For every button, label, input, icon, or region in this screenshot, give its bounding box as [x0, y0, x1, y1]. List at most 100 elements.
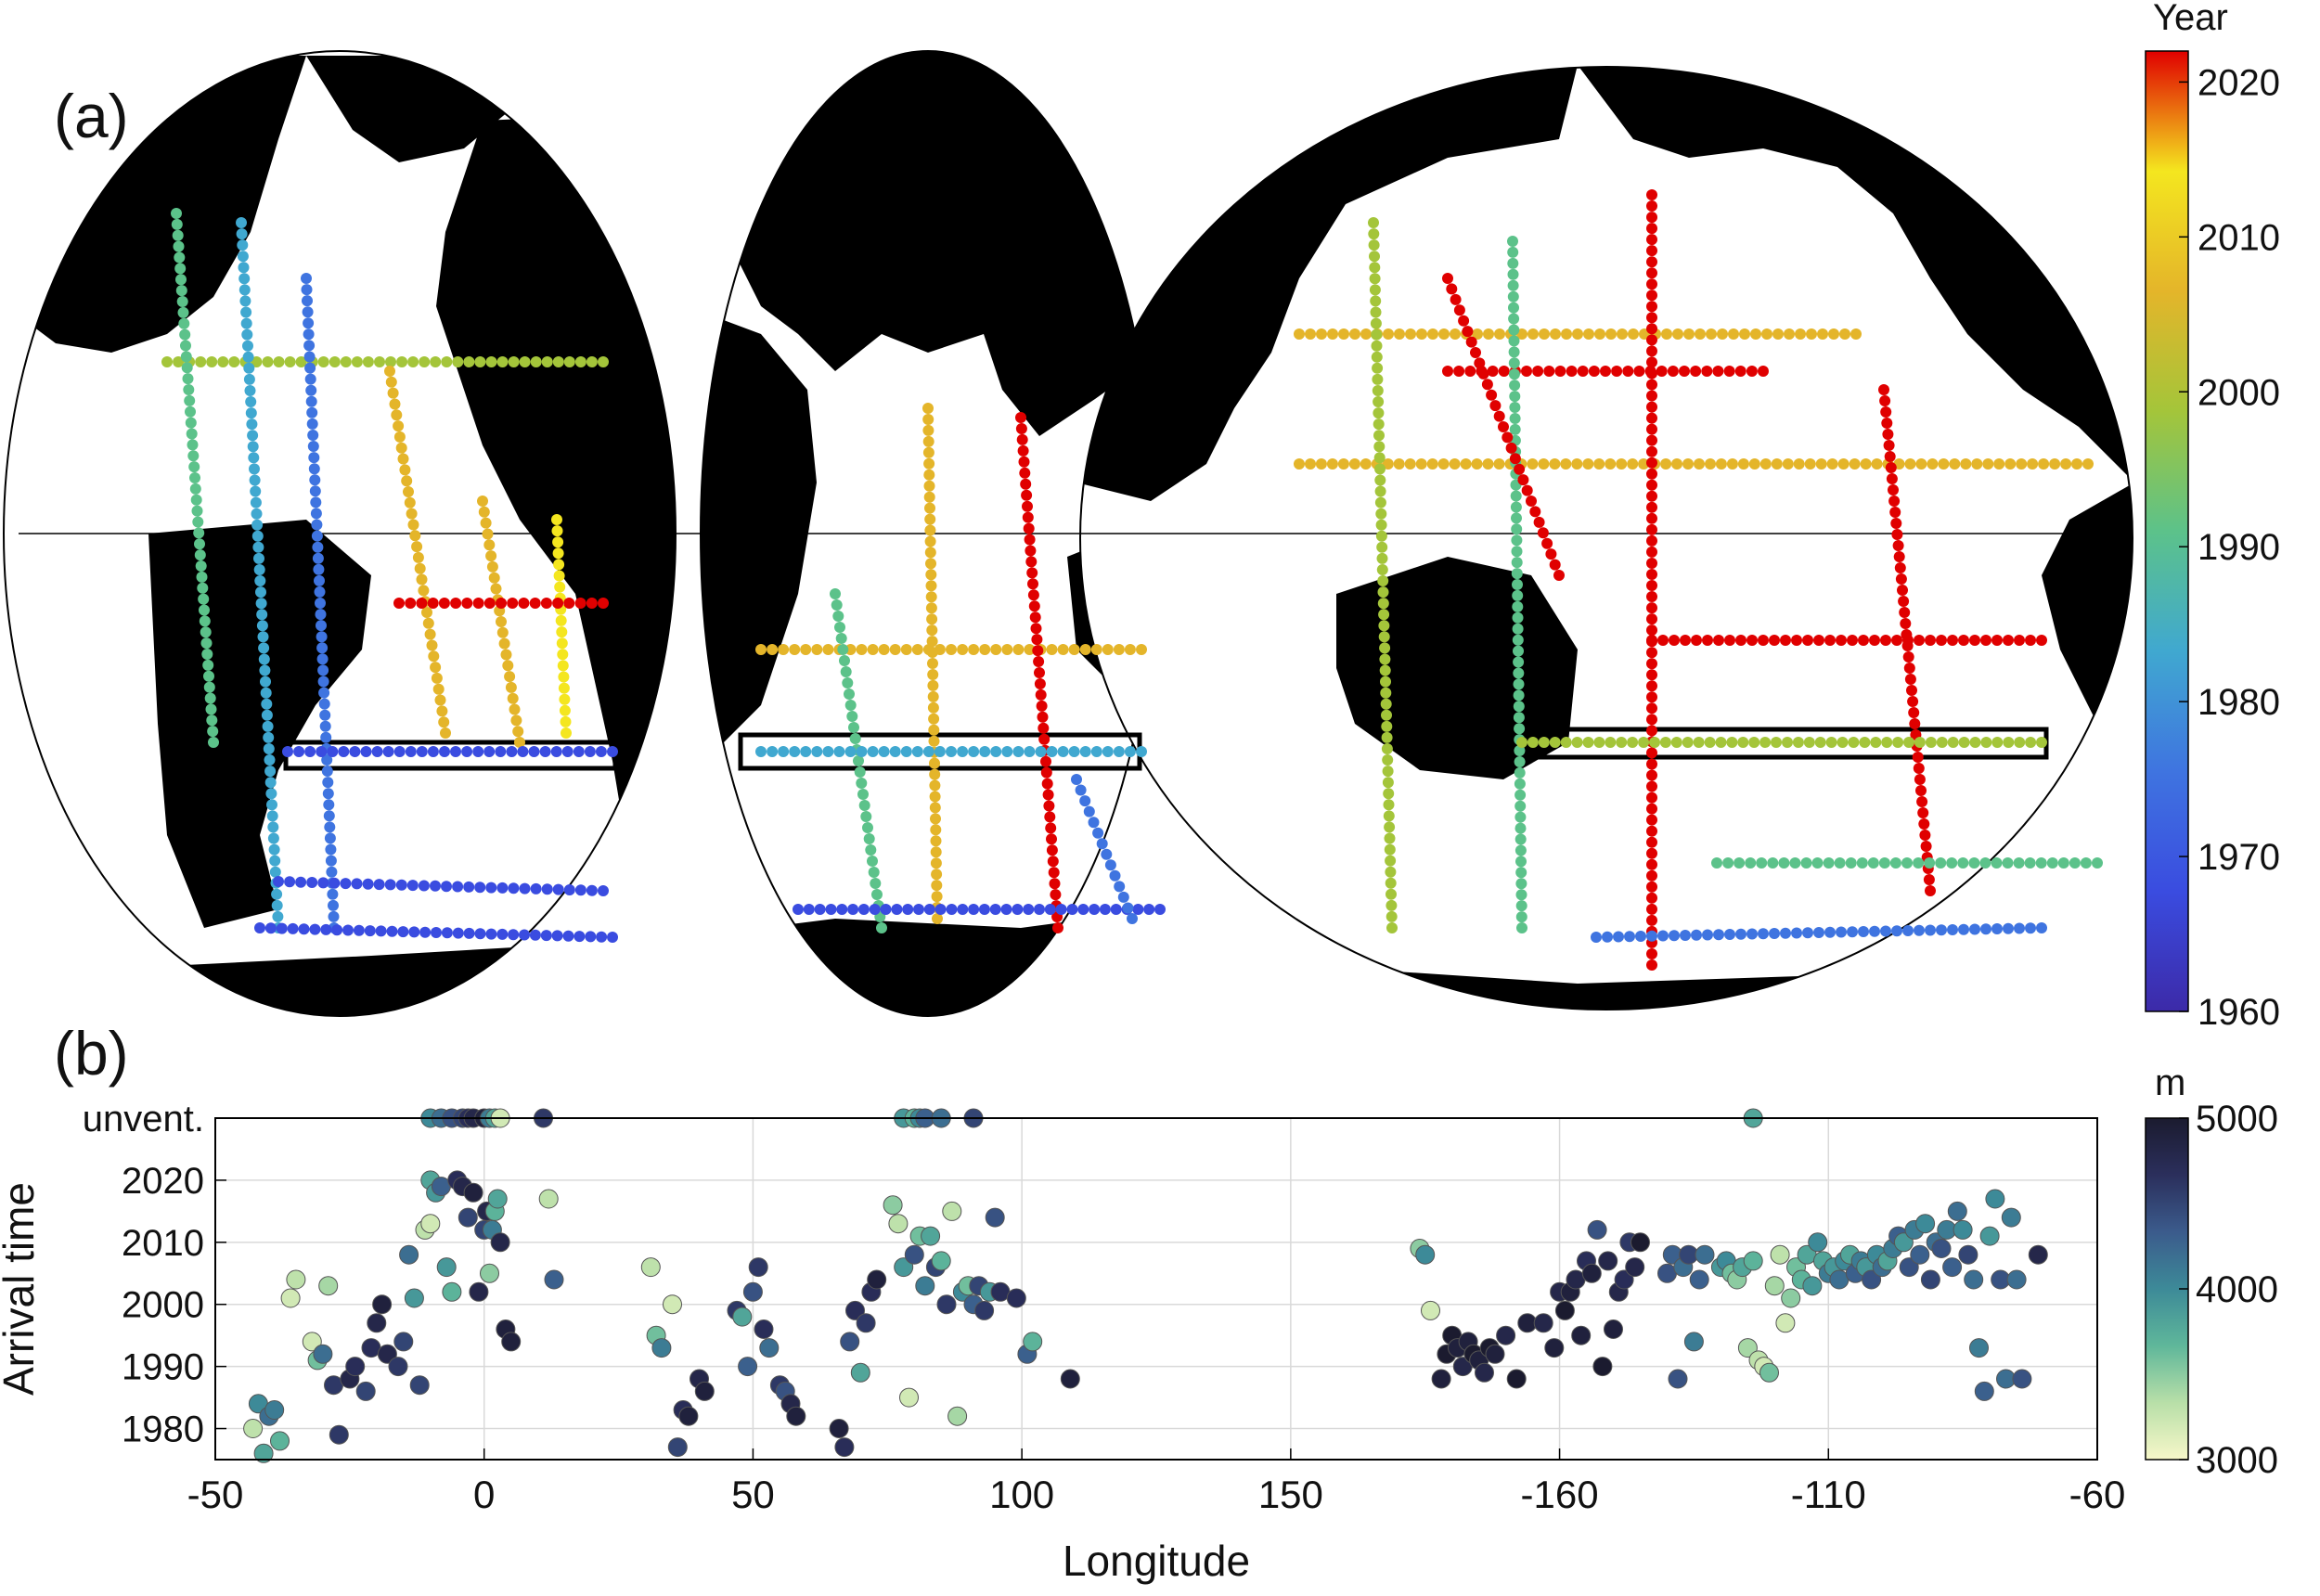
- station-dot: [174, 263, 187, 275]
- scatter-point: [1496, 1325, 1516, 1345]
- station-dot: [1034, 678, 1046, 689]
- station-dot: [854, 766, 866, 778]
- station-dot: [1527, 737, 1539, 748]
- station-dot: [1667, 366, 1679, 377]
- station-dot: [1541, 537, 1553, 549]
- station-dot: [196, 571, 208, 583]
- station-dot: [362, 356, 374, 367]
- station-dot: [868, 867, 880, 878]
- station-dot: [1646, 200, 1657, 212]
- station-dot: [1745, 857, 1757, 869]
- station-dot: [200, 637, 213, 650]
- station-dot: [552, 536, 564, 548]
- station-dot: [848, 722, 859, 733]
- station-dot: [1917, 807, 1929, 818]
- station-dot: [1132, 904, 1144, 915]
- station-dot: [431, 672, 443, 684]
- station-dot: [1515, 856, 1527, 868]
- station-dot: [1889, 507, 1901, 518]
- station-dot: [428, 650, 440, 663]
- station-dot: [1878, 384, 1889, 395]
- station-dot: [397, 926, 409, 938]
- station-dot: [1646, 702, 1657, 714]
- station-dot: [1016, 433, 1028, 445]
- station-dot: [1446, 283, 1458, 295]
- station-dot: [452, 881, 464, 893]
- station-dot: [306, 877, 318, 888]
- station-dot: [1646, 580, 1657, 591]
- station-dot: [1734, 857, 1746, 869]
- station-dot: [217, 356, 229, 367]
- station-dot: [2060, 458, 2072, 470]
- station-dot: [1901, 629, 1913, 640]
- scatter-point: [1598, 1251, 1618, 1271]
- station-dot: [1382, 766, 1394, 778]
- station-dot: [480, 517, 492, 529]
- station-dot: [1549, 737, 1561, 748]
- station-dot: [386, 925, 398, 937]
- scatter-point: [264, 1400, 285, 1420]
- station-dot: [1739, 328, 1750, 340]
- station-dot: [256, 620, 268, 632]
- station-dot: [811, 746, 823, 757]
- station-dot: [1512, 589, 1524, 601]
- station-dot: [1376, 541, 1388, 553]
- station-dot: [1646, 847, 1657, 859]
- station-dot: [1914, 924, 1925, 936]
- station-dot: [1715, 458, 1727, 470]
- station-dot: [267, 832, 279, 844]
- station-dot: [1032, 645, 1044, 657]
- station-dot: [308, 463, 320, 475]
- station-dot: [474, 356, 486, 367]
- station-dot: [324, 832, 336, 844]
- station-dot: [927, 690, 939, 702]
- station-dot: [485, 356, 497, 367]
- station-dot: [1646, 401, 1657, 413]
- scatter-point: [286, 1269, 306, 1290]
- station-dot: [236, 217, 247, 228]
- station-dot: [1515, 900, 1527, 912]
- station-dot: [1449, 458, 1461, 470]
- station-dot: [1616, 737, 1628, 748]
- station-dot: [1802, 635, 1813, 646]
- station-dot: [1386, 922, 1398, 933]
- station-dot: [238, 262, 250, 274]
- station-dot: [1903, 737, 1914, 748]
- station-dot: [1904, 674, 1916, 685]
- station-dot: [1437, 458, 1450, 470]
- station-dot: [1886, 473, 1898, 484]
- station-dot: [925, 580, 937, 592]
- station-dot: [574, 356, 586, 367]
- station-dot: [251, 356, 263, 367]
- station-dot: [1533, 516, 1545, 528]
- station-dot: [1374, 463, 1386, 475]
- station-dot: [250, 496, 262, 508]
- station-dot: [596, 931, 608, 943]
- station-dot: [869, 904, 881, 915]
- station-dot: [438, 716, 450, 728]
- station-dot: [1845, 857, 1857, 869]
- station-dot: [204, 692, 216, 704]
- station-dot: [1386, 910, 1398, 922]
- station-dot: [839, 655, 850, 666]
- station-dot: [311, 519, 323, 531]
- station-dot: [519, 882, 531, 895]
- station-dot: [946, 644, 957, 655]
- station-dot: [1526, 496, 1537, 507]
- station-dot: [245, 407, 257, 419]
- station-dot: [1646, 245, 1657, 257]
- scatter-point: [388, 1357, 408, 1377]
- station-dot: [452, 356, 464, 367]
- plot-frame: [214, 1117, 2098, 1461]
- station-dot: [432, 683, 445, 695]
- station-dot: [554, 581, 566, 593]
- station-dot: [1892, 540, 1904, 551]
- station-dot: [1761, 328, 1772, 340]
- station-dot: [789, 644, 801, 655]
- station-dot: [1571, 458, 1583, 470]
- station-dot: [559, 693, 571, 705]
- station-dot: [778, 644, 790, 655]
- station-dot: [556, 637, 568, 650]
- station-dot: [1380, 687, 1392, 699]
- station-dot: [1509, 380, 1521, 392]
